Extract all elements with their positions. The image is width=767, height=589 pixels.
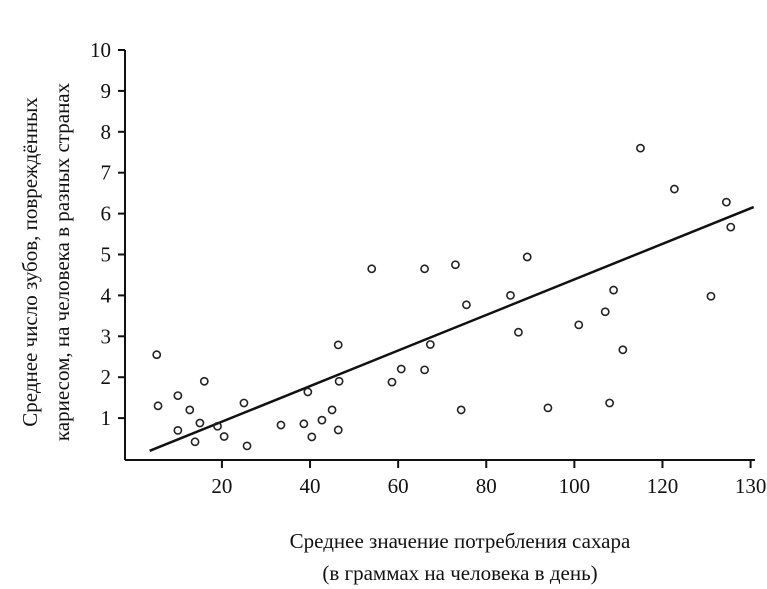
data-point	[327, 405, 337, 415]
x-tick-label: 60	[388, 474, 409, 498]
y-axis-label-line1: Среднее число зубов, повреждённых	[18, 97, 42, 427]
data-point	[726, 222, 736, 232]
data-point	[367, 264, 377, 274]
data-point	[317, 415, 327, 425]
data-point	[669, 184, 679, 194]
data-point	[396, 364, 406, 374]
data-point	[190, 437, 200, 447]
trend-line-group	[149, 205, 755, 452]
x-axis-label-line1: Среднее значение потребления сахара	[290, 529, 631, 553]
y-tick-label: 8	[101, 120, 112, 144]
x-tick-label: 100	[559, 474, 591, 498]
data-point	[239, 398, 249, 408]
y-tick-label: 3	[101, 324, 112, 348]
data-point	[333, 340, 343, 350]
data-point	[420, 365, 429, 375]
data-point	[307, 432, 317, 442]
data-point	[425, 340, 435, 349]
data-point	[462, 300, 471, 310]
x-tick-label: 40	[300, 474, 321, 498]
data-point	[173, 391, 183, 401]
y-tick-label: 2	[101, 365, 112, 389]
data-point	[609, 285, 618, 295]
data-point	[506, 290, 515, 300]
y-tick-label: 9	[101, 79, 112, 103]
axes	[124, 50, 755, 461]
data-point	[185, 405, 195, 415]
data-point	[276, 420, 286, 430]
y-tick-label: 10	[90, 38, 111, 62]
data-point	[522, 252, 532, 262]
data-point	[543, 403, 553, 413]
data-point	[706, 291, 716, 301]
data-point	[636, 143, 645, 153]
y-tick-label: 5	[101, 243, 112, 267]
data-point	[213, 421, 222, 431]
data-point	[574, 320, 584, 330]
data-point	[605, 398, 615, 408]
data-point	[199, 376, 209, 386]
data-point	[420, 264, 429, 274]
y-ticks: 1 2 3 4 5 6 7 8 9 10	[90, 38, 125, 430]
x-tick-label: 130	[735, 474, 767, 498]
x-tick-label: 80	[476, 474, 497, 498]
y-tick-label: 7	[101, 161, 112, 185]
data-point	[618, 345, 628, 355]
y-tick-label: 4	[101, 283, 112, 307]
x-tick-label: 120	[647, 474, 679, 498]
data-point	[195, 418, 205, 428]
x-ticks: 20 40 60 80 100 120 130	[211, 460, 766, 498]
data-point	[333, 425, 343, 435]
data-point	[152, 350, 162, 360]
data-point	[303, 387, 313, 397]
y-axis-label-line2: кариесом, на человека в разных странах	[50, 82, 74, 441]
data-point	[456, 405, 466, 415]
data-point	[334, 376, 344, 386]
y-tick-label: 1	[101, 406, 112, 430]
data-point	[173, 425, 183, 435]
data-point	[242, 441, 252, 451]
trend-line	[149, 205, 755, 452]
x-tick-label: 20	[211, 474, 232, 498]
x-axis-label-line2: (в граммах на человека в день)	[322, 561, 597, 585]
y-tick-label: 6	[101, 202, 112, 226]
data-point	[387, 377, 397, 387]
data-point	[600, 307, 610, 317]
data-point	[451, 260, 460, 270]
data-point	[299, 419, 309, 429]
data-point	[153, 401, 163, 411]
data-point	[219, 432, 229, 441]
data-point	[721, 197, 731, 207]
data-point	[514, 327, 523, 337]
points	[152, 143, 736, 451]
